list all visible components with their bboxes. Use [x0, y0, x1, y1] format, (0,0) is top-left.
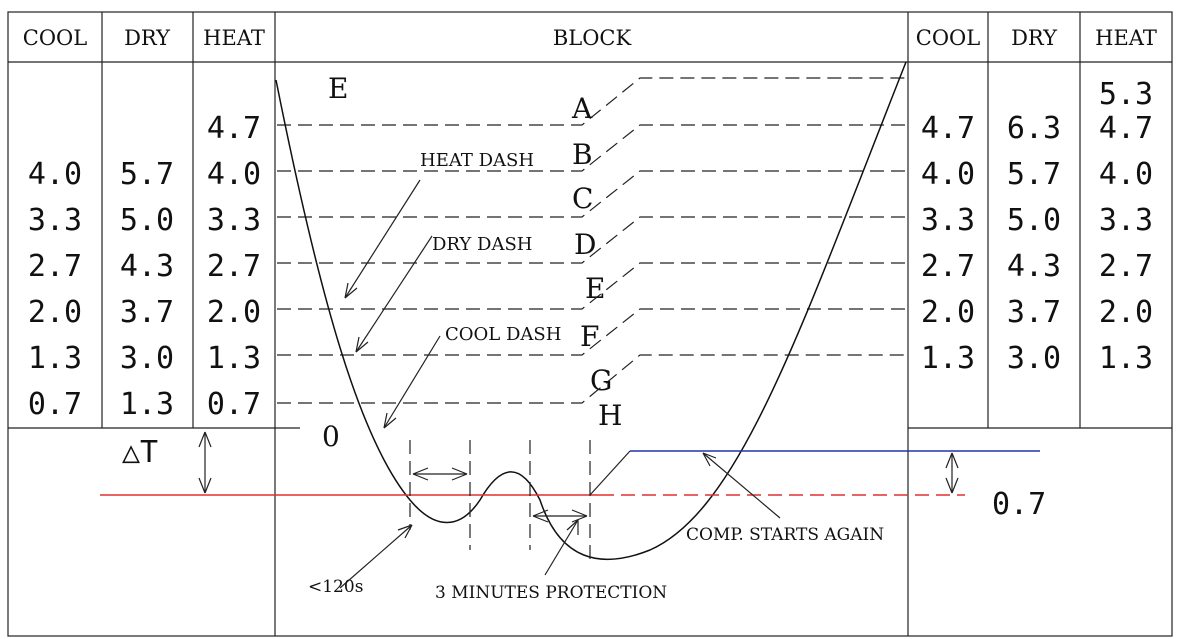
less-120s-label: <120s [308, 577, 363, 597]
restart-step [589, 450, 631, 496]
threshold-d [277, 216, 905, 264]
arrowhead [412, 467, 468, 481]
left-heat-5: 1.3 [207, 341, 261, 376]
arrowhead [532, 509, 588, 523]
threshold-f [277, 308, 905, 356]
header-right-dry: DRY [1011, 26, 1058, 50]
left-dry-5: 1.3 [120, 387, 174, 422]
three-min-label: 3 MINUTES PROTECTION [435, 583, 667, 603]
cool-dash-pointer [383, 335, 441, 429]
threshold-lines [277, 77, 905, 404]
left-heat-2: 3.3 [207, 203, 261, 238]
left-heat-6: 0.7 [207, 387, 261, 422]
left-dry-1: 5.0 [120, 203, 174, 238]
dry-dash-label: DRY DASH [432, 234, 533, 255]
left-dry-0: 5.7 [120, 157, 174, 192]
header-block: BLOCK [553, 26, 632, 50]
threshold-a [277, 77, 905, 126]
offset-label: 0.7 [992, 487, 1046, 522]
left-cool-2: 2.7 [28, 249, 82, 284]
block-letter-h: H [598, 399, 622, 432]
right-heat-1: 4.7 [1099, 111, 1153, 146]
header-row: COOL DRY HEAT BLOCK COOL DRY HEAT [23, 26, 1157, 50]
left-dry-3: 3.7 [120, 295, 174, 330]
threshold-g [277, 354, 905, 404]
arrowhead [702, 452, 717, 467]
header-right-cool: COOL [916, 26, 981, 50]
arrowhead [355, 336, 369, 353]
arrowhead [945, 452, 959, 494]
right-dry-4: 3.7 [1007, 295, 1061, 330]
curve-label-e: E [328, 72, 348, 105]
arrowhead [383, 412, 397, 429]
heat-dash-pointer [344, 179, 421, 299]
block-letter-c: C [572, 182, 593, 215]
header-left-heat: HEAT [203, 26, 265, 50]
left-cool-5: 0.7 [28, 387, 82, 422]
right-cool-3: 2.7 [921, 249, 975, 284]
block-letter-e: E [585, 272, 605, 305]
left-cool-1: 3.3 [28, 203, 82, 238]
right-heat-0: 5.3 [1099, 77, 1153, 112]
cool-dash-label: COOL DASH [445, 324, 561, 345]
right-heat-3: 3.3 [1099, 203, 1153, 238]
less-120s-pointer [339, 524, 413, 589]
arrowhead [198, 431, 212, 494]
zero-label: 0 [322, 420, 340, 453]
threshold-b [277, 124, 905, 172]
right-heat-4: 2.7 [1099, 249, 1153, 284]
right-heat-2: 4.0 [1099, 157, 1153, 192]
left-table: 4.0 3.3 2.7 2.0 1.3 0.7 5.7 5.0 4.3 3.7 … [28, 111, 261, 422]
right-cool-0: 4.7 [921, 111, 975, 146]
time-markers [409, 440, 591, 565]
delta-t-label: △T [122, 435, 158, 470]
right-cool-1: 4.0 [921, 157, 975, 192]
arrowhead [566, 519, 579, 535]
block-letter-b: B [572, 138, 593, 171]
block-letters: A B C D E F G H [571, 92, 622, 432]
left-heat-1: 4.0 [207, 157, 261, 192]
comp-starts-label: COMP. STARTS AGAIN [686, 525, 884, 545]
right-heat-5: 2.0 [1099, 295, 1153, 330]
threshold-e [277, 262, 905, 310]
right-dry-5: 3.0 [1007, 341, 1061, 376]
arrowhead [344, 282, 358, 299]
header-left-dry: DRY [124, 26, 171, 50]
table-grid [7, 11, 1173, 637]
right-cool-4: 2.0 [921, 295, 975, 330]
threshold-c [277, 170, 905, 218]
right-cool-2: 3.3 [921, 203, 975, 238]
dimension-arrows [198, 431, 959, 523]
pointer-lines [339, 179, 781, 589]
dry-dash-pointer [355, 235, 433, 353]
arrowhead [397, 524, 413, 539]
heat-dash-label: HEAT DASH [420, 150, 534, 171]
right-dry-1: 5.7 [1007, 157, 1061, 192]
left-heat-0: 4.7 [207, 111, 261, 146]
block-letter-g: G [590, 364, 612, 397]
left-cool-4: 1.3 [28, 341, 82, 376]
comp-starts-pointer [702, 452, 781, 519]
right-dry-0: 6.3 [1007, 111, 1061, 146]
header-left-cool: COOL [23, 26, 88, 50]
block-letter-d: D [574, 228, 596, 261]
left-dry-2: 4.3 [120, 249, 174, 284]
temperature-curve [275, 61, 907, 561]
right-dry-3: 4.3 [1007, 249, 1061, 284]
block-letter-a: A [571, 92, 593, 125]
left-cool-3: 2.0 [28, 295, 82, 330]
header-right-heat: HEAT [1095, 26, 1157, 50]
right-heat-6: 1.3 [1099, 341, 1153, 376]
left-dry-4: 3.0 [120, 341, 174, 376]
right-dry-2: 5.0 [1007, 203, 1061, 238]
left-heat-4: 2.0 [207, 295, 261, 330]
left-heat-3: 2.7 [207, 249, 261, 284]
left-cool-0: 4.0 [28, 157, 82, 192]
right-table: 4.7 4.0 3.3 2.7 2.0 1.3 6.3 5.7 5.0 4.3 … [921, 77, 1153, 376]
diagram-labels: E 0 HEAT DASH DRY DASH COOL DASH △T 0.7 … [122, 72, 1046, 603]
three-min-pointer [544, 519, 579, 576]
block-letter-f: F [580, 320, 599, 353]
right-cool-5: 1.3 [921, 341, 975, 376]
